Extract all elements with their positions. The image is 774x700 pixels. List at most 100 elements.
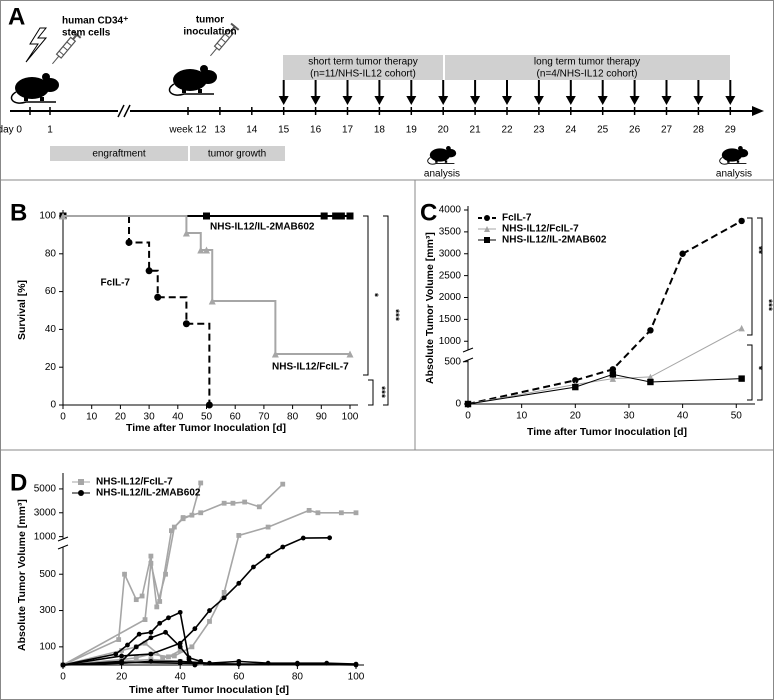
- x-tick-label: 40: [175, 672, 187, 683]
- marker: [295, 661, 300, 667]
- y-tick-label: 1000: [439, 336, 462, 347]
- treatment-arrow: [629, 96, 640, 105]
- timeline-label: 23: [533, 125, 545, 136]
- marker: [207, 608, 212, 613]
- marker: [203, 246, 210, 254]
- marker: [60, 662, 66, 668]
- timeline-label: 1: [47, 125, 53, 136]
- marker: [484, 226, 490, 232]
- marker: [78, 479, 84, 485]
- x-tick-label: 50: [201, 412, 213, 423]
- mouse-icon: [10, 72, 60, 104]
- series-line: [62, 509, 356, 666]
- significance-label: ***: [389, 309, 400, 321]
- marker: [163, 629, 168, 635]
- marker: [337, 212, 345, 220]
- y-tick-label: 20: [45, 362, 57, 373]
- timeline-label: 18: [374, 125, 386, 136]
- marker: [125, 642, 130, 648]
- marker: [346, 350, 354, 358]
- marker: [346, 212, 354, 220]
- treatment-arrow: [406, 96, 417, 105]
- marker: [145, 267, 153, 275]
- marker: [163, 571, 168, 577]
- marker: [157, 620, 163, 626]
- y-tick-label: 100: [39, 641, 56, 652]
- significance-bracket: [747, 217, 753, 336]
- treatment-arrow: [597, 96, 608, 105]
- treatment-arrow: [533, 96, 544, 105]
- marker: [332, 212, 340, 220]
- marker: [177, 648, 183, 653]
- marker: [484, 215, 490, 221]
- annotation: inoculation: [183, 27, 236, 38]
- x-tick-label: 90: [316, 412, 328, 423]
- mouse-icon: [168, 64, 218, 96]
- marker: [647, 378, 654, 386]
- marker: [182, 320, 190, 328]
- y-tick-label: 3000: [34, 507, 57, 518]
- legend-label: FcIL-7: [502, 213, 532, 224]
- x-tick-label: 40: [172, 412, 184, 423]
- phase-label: tumor growth: [208, 149, 266, 160]
- timeline-label: week 12: [168, 125, 207, 136]
- marker: [166, 654, 171, 660]
- significance-label: ***: [375, 386, 386, 398]
- marker: [180, 515, 186, 520]
- timeline-label: 19: [406, 125, 418, 136]
- panel-label: B: [10, 199, 27, 226]
- y-tick-label: 1000: [34, 531, 57, 542]
- significance-label: **: [752, 246, 763, 254]
- y-tick-label: 80: [45, 248, 57, 259]
- axis-break: [57, 544, 69, 550]
- timeline-label: 15: [278, 125, 290, 136]
- x-tick-label: 70: [258, 412, 270, 423]
- timeline-label: 21: [470, 125, 482, 136]
- significance-bracket: [363, 215, 369, 376]
- marker: [78, 490, 84, 496]
- timeline-label: 29: [725, 125, 737, 136]
- marker: [572, 377, 579, 384]
- marker: [353, 662, 359, 668]
- series-label: NHS-IL12/IL-2MAB602: [210, 222, 315, 233]
- marker: [119, 659, 124, 665]
- y-tick-label: 60: [45, 286, 57, 297]
- marker: [148, 553, 154, 559]
- series-line: [467, 373, 742, 405]
- marker: [280, 544, 286, 550]
- marker: [205, 401, 213, 409]
- marker: [166, 615, 171, 621]
- marker: [236, 661, 242, 667]
- series-line: [62, 482, 202, 666]
- axis-break: [117, 104, 125, 118]
- marker: [177, 640, 183, 646]
- marker: [738, 375, 745, 382]
- marker: [230, 500, 236, 506]
- marker: [142, 617, 148, 623]
- significance-label: ***: [762, 299, 773, 311]
- x-tick-label: 20: [570, 411, 582, 422]
- treatment-arrow: [342, 96, 353, 105]
- mouse-icon: [719, 145, 749, 165]
- series-label: NHS-IL12/FcIL-7: [272, 362, 349, 373]
- marker: [133, 597, 139, 603]
- annotation: tumor: [196, 15, 224, 26]
- y-axis-label: Absolute Tumor Volume [mm³]: [16, 499, 28, 651]
- marker: [189, 644, 195, 650]
- y-tick-label: 5000: [34, 484, 57, 495]
- y-tick-label: 300: [39, 605, 56, 616]
- marker: [738, 324, 745, 332]
- annotation: human CD34⁺: [62, 16, 128, 27]
- marker: [169, 528, 174, 534]
- marker: [256, 504, 262, 510]
- y-tick-label: 2500: [439, 270, 462, 281]
- marker: [306, 507, 312, 513]
- significance-label: *: [368, 293, 379, 297]
- marker: [148, 635, 154, 641]
- phase-box: [190, 146, 285, 161]
- marker: [738, 217, 745, 225]
- x-axis-label: Time after Tumor Inoculation [d]: [126, 422, 286, 434]
- annotation: analysis: [424, 169, 460, 180]
- marker: [198, 510, 204, 516]
